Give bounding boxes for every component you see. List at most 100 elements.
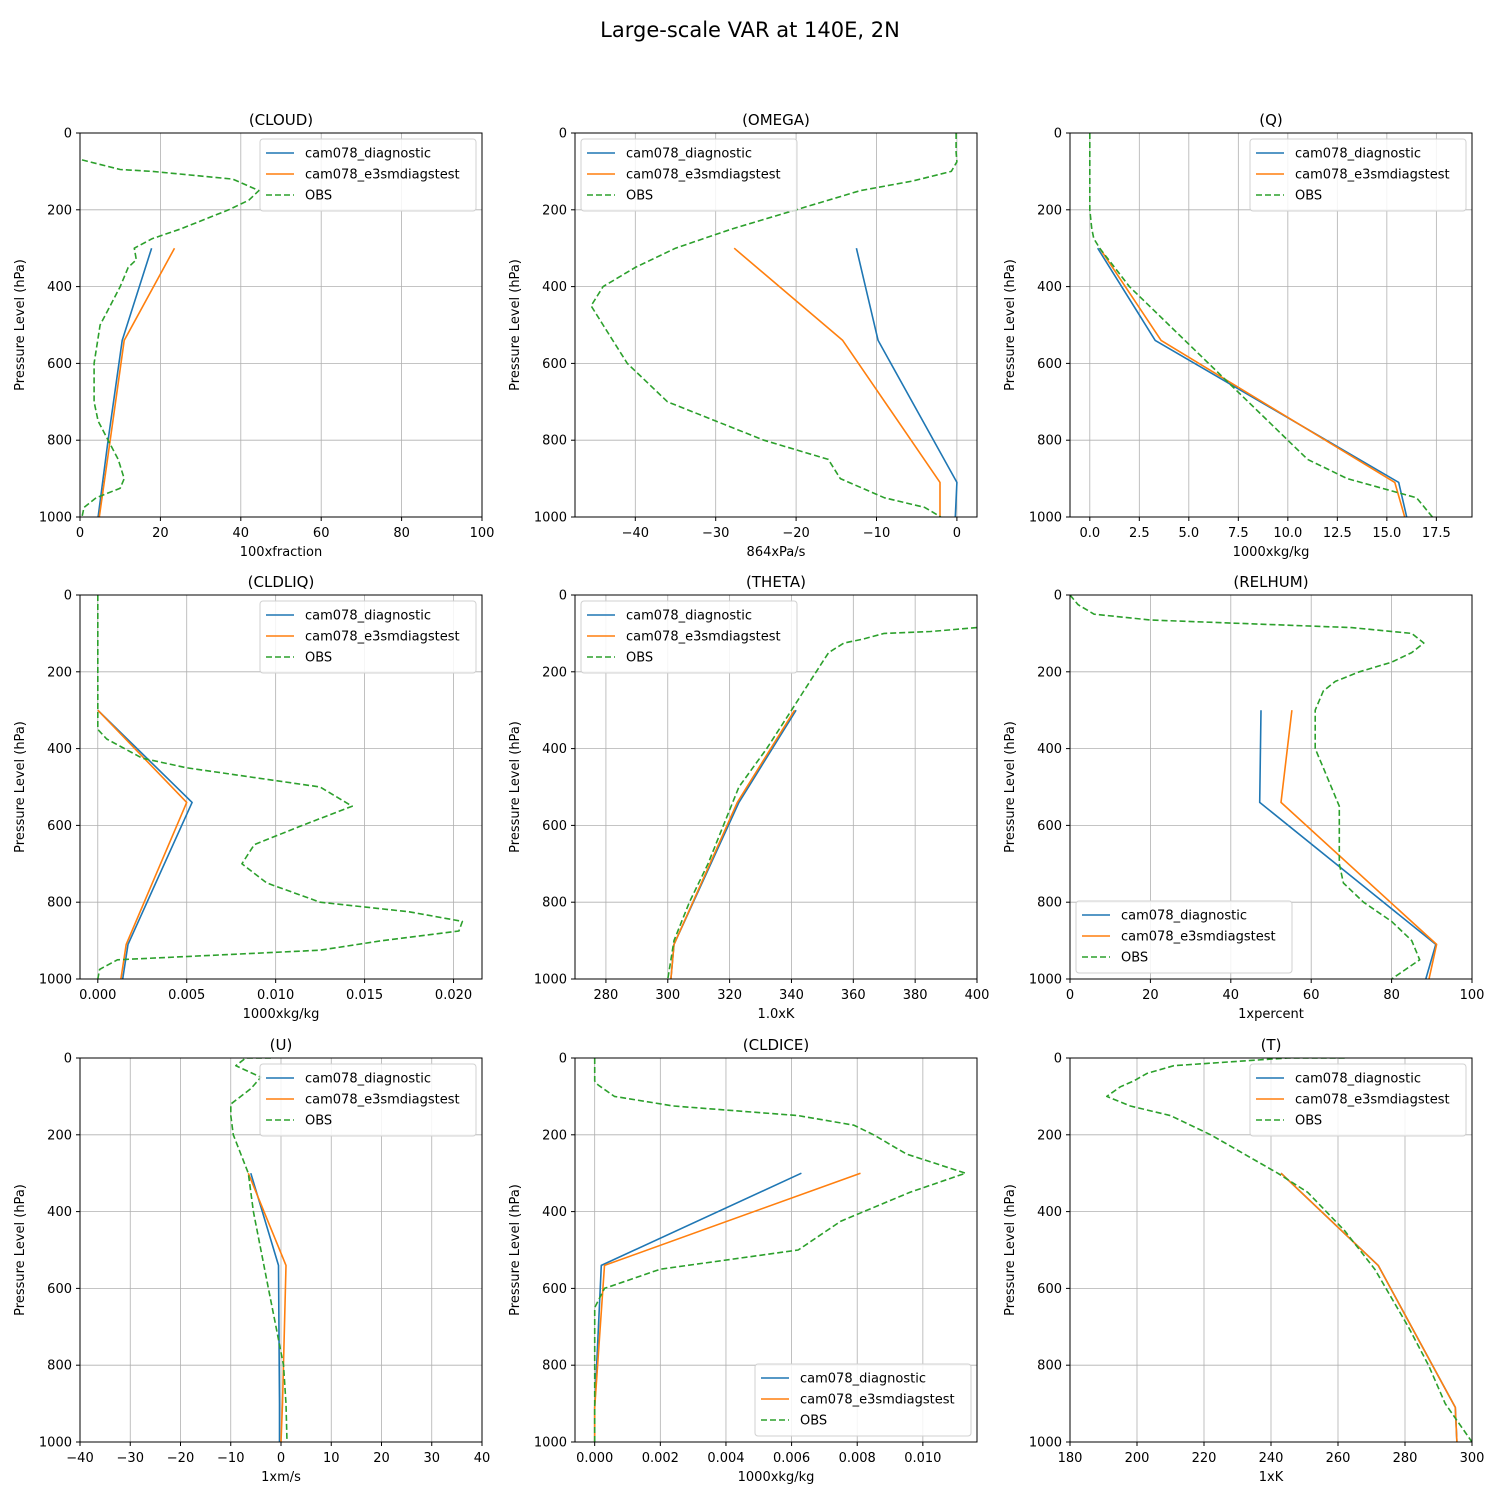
legend: cam078_diagnostic cam078_e3smdiagstest OBS xyxy=(754,1363,972,1437)
y-tick-label: 0 xyxy=(64,1052,72,1067)
y-tick-label: 200 xyxy=(47,665,72,680)
legend-entry: OBS xyxy=(800,1414,827,1429)
series-line-cam078_diagnostic xyxy=(1258,710,1437,979)
panel-title: (T) xyxy=(1261,1036,1282,1054)
y-axis-label: Pressure Level (hPa) xyxy=(13,259,28,391)
series-line-OBS xyxy=(1070,595,1425,979)
y-axis-label: Pressure Level (hPa) xyxy=(13,721,28,853)
x-tick-label: 2.5 xyxy=(1129,526,1150,541)
legend-box xyxy=(1249,138,1467,212)
x-tick-label: 300 xyxy=(655,988,680,1003)
x-tick-label: 0.004 xyxy=(707,1451,744,1466)
x-tick-label: −40 xyxy=(622,526,649,541)
series-line-cam078_e3smdiagstest xyxy=(1280,710,1438,979)
y-tick-label: 200 xyxy=(542,665,567,680)
axes-frame xyxy=(574,132,978,518)
x-tick-label: 0.006 xyxy=(773,1451,810,1466)
legend-entry: cam078_diagnostic xyxy=(1121,909,1247,924)
legend-entry: cam078_e3smdiagstest xyxy=(626,630,781,645)
series-line-cam078_e3smdiagstest xyxy=(247,1172,287,1442)
legend-entry: cam078_diagnostic xyxy=(1295,147,1421,162)
legend: cam078_diagnostic cam078_e3smdiagstest OBS xyxy=(1249,1063,1467,1137)
x-tick-label: 40 xyxy=(1223,988,1240,1003)
y-tick-label: 800 xyxy=(542,896,567,911)
x-tick-label: 220 xyxy=(1192,1451,1217,1466)
legend: cam078_diagnostic cam078_e3smdiagstest OBS xyxy=(580,138,798,212)
panel-title: (U) xyxy=(270,1036,293,1054)
legend-entry: cam078_e3smdiagstest xyxy=(1295,1093,1450,1108)
x-axis-label: 1000xkg/kg xyxy=(738,1470,815,1485)
series-line-OBS xyxy=(1106,1058,1472,1442)
series-line-OBS xyxy=(1089,133,1434,517)
figure-title: Large-scale VAR at 140E, 2N xyxy=(600,18,900,42)
x-tick-label: 20 xyxy=(1142,988,1159,1003)
legend-box xyxy=(1249,1063,1467,1137)
x-tick-label: 0.015 xyxy=(346,988,383,1003)
axes-frame xyxy=(1069,594,1473,980)
legend-entry: OBS xyxy=(1295,1114,1322,1129)
x-tick-label: 0.010 xyxy=(257,988,294,1003)
legend-entry: cam078_diagnostic xyxy=(305,609,431,624)
x-tick-label: 100 xyxy=(1460,988,1485,1003)
series-group xyxy=(81,159,260,517)
legend-entry: OBS xyxy=(1121,951,1148,966)
series-group xyxy=(590,133,958,517)
x-axis-label: 1xK xyxy=(1259,1470,1284,1485)
legend-entry: OBS xyxy=(1295,189,1322,204)
panel-title: (CLOUD) xyxy=(249,111,313,129)
panel-1: −40 −30 −20 −10 0 0 200 400 600 800 1000 (OMEGA) 864… xyxy=(508,111,978,560)
series-line-OBS xyxy=(667,626,977,979)
x-tick-label: 0 xyxy=(1066,988,1074,1003)
x-tick-label: 60 xyxy=(1303,988,1320,1003)
y-tick-label: 400 xyxy=(542,742,567,757)
y-axis-label: Pressure Level (hPa) xyxy=(1003,1184,1018,1316)
x-tick-label: 15.0 xyxy=(1372,526,1401,541)
legend-box xyxy=(1075,900,1293,974)
series-line-OBS xyxy=(590,133,958,517)
y-tick-label: 0 xyxy=(1054,127,1062,142)
series-line-cam078_diagnostic xyxy=(97,709,193,979)
series-line-cam078_diagnostic xyxy=(250,1172,281,1442)
x-tick-label: −20 xyxy=(782,526,809,541)
legend: cam078_diagnostic cam078_e3smdiagstest OBS xyxy=(259,138,477,212)
x-tick-label: 280 xyxy=(1393,1451,1418,1466)
y-tick-label: 800 xyxy=(1037,1359,1062,1374)
y-tick-label: 0 xyxy=(64,589,72,604)
x-axis-label: 1000xkg/kg xyxy=(1233,545,1310,560)
y-tick-label: 1000 xyxy=(1029,973,1062,988)
x-axis-label: 1xpercent xyxy=(1238,1007,1304,1022)
x-tick-label: 0.000 xyxy=(576,1451,613,1466)
axes-frame xyxy=(1069,132,1473,518)
y-tick-label: 0 xyxy=(559,589,567,604)
legend-entry: OBS xyxy=(305,651,332,666)
x-tick-label: 180 xyxy=(1058,1451,1083,1466)
legend-entry: cam078_diagnostic xyxy=(626,609,752,624)
y-tick-label: 400 xyxy=(542,280,567,295)
series-group xyxy=(97,595,464,979)
x-tick-label: 80 xyxy=(393,526,410,541)
y-tick-label: 800 xyxy=(542,1359,567,1374)
y-axis-label: Pressure Level (hPa) xyxy=(508,721,523,853)
series-line-cam078_e3smdiagstest xyxy=(97,709,188,979)
x-tick-label: 240 xyxy=(1259,1451,1284,1466)
y-tick-label: 400 xyxy=(47,1205,72,1220)
y-axis-label: Pressure Level (hPa) xyxy=(1003,721,1018,853)
x-tick-label: 0.010 xyxy=(904,1451,941,1466)
panel-8: 180 200 220 240 260 280 300 0 200 400 600 800 1000 (T… xyxy=(1003,1036,1484,1485)
x-tick-label: 0 xyxy=(277,1451,285,1466)
y-tick-label: 1000 xyxy=(534,511,567,526)
x-tick-label: 10.0 xyxy=(1273,526,1302,541)
x-tick-label: 200 xyxy=(1125,1451,1150,1466)
y-tick-label: 1000 xyxy=(1029,511,1062,526)
y-axis-label: Pressure Level (hPa) xyxy=(13,1184,28,1316)
x-tick-label: 17.5 xyxy=(1422,526,1451,541)
legend-entry: OBS xyxy=(305,189,332,204)
x-axis-label: 1xm/s xyxy=(261,1470,301,1485)
x-tick-label: 40 xyxy=(474,1451,491,1466)
x-tick-label: −30 xyxy=(117,1451,144,1466)
series-group xyxy=(230,1058,288,1442)
y-tick-label: 0 xyxy=(64,127,72,142)
y-tick-label: 1000 xyxy=(39,511,72,526)
